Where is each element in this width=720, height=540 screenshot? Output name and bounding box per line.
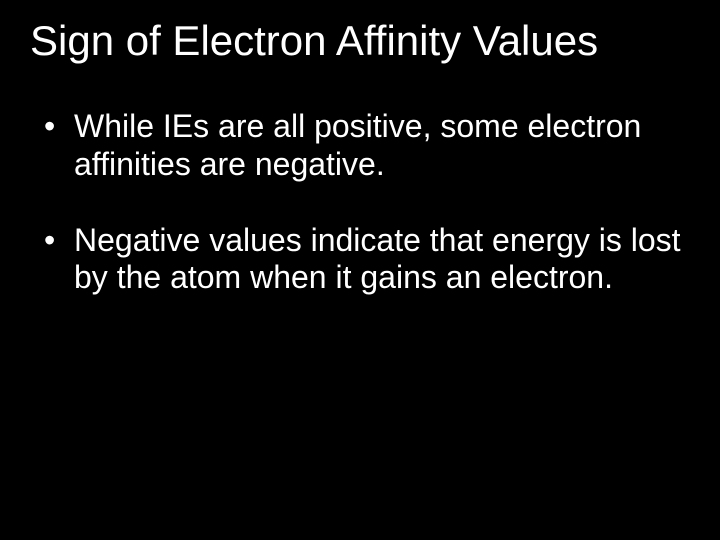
slide: Sign of Electron Affinity Values While I… [0,0,720,540]
bullet-list: While IEs are all positive, some electro… [30,108,690,297]
slide-title: Sign of Electron Affinity Values [30,18,690,64]
list-item: While IEs are all positive, some electro… [44,108,690,184]
list-item: Negative values indicate that energy is … [44,222,690,298]
